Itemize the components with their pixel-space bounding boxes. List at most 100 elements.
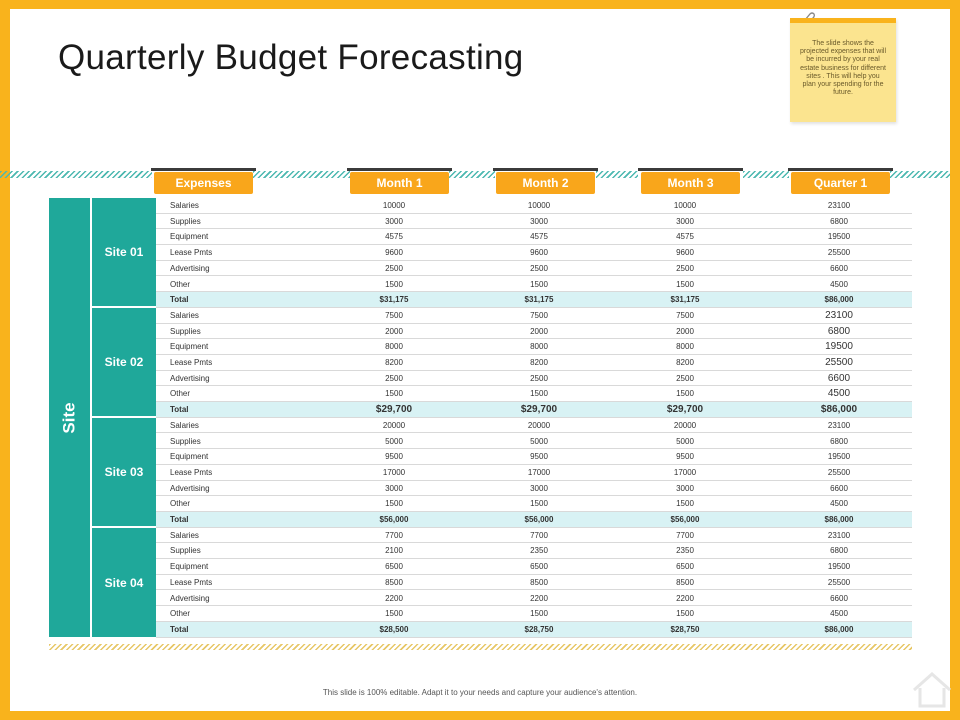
month-2-value: $56,000 bbox=[524, 515, 554, 524]
header-hatch-left bbox=[0, 171, 152, 178]
month-3-value: 2350 bbox=[676, 546, 694, 556]
month-2-value: 3000 bbox=[530, 216, 548, 226]
month-1-value: $29,700 bbox=[375, 404, 413, 416]
page-title: Quarterly Budget Forecasting bbox=[58, 38, 524, 77]
header-hatch-4 bbox=[743, 171, 789, 178]
quarter-1-value: 23100 bbox=[827, 201, 851, 210]
header-hatch-2 bbox=[449, 171, 495, 178]
month-1-value: 7700 bbox=[385, 530, 403, 540]
table-row: Salaries 10000 10000 10000 23100 bbox=[156, 198, 912, 214]
month-3-value: 8000 bbox=[676, 342, 694, 352]
expense-label: Salaries bbox=[170, 201, 199, 210]
site-04-label: Site 04 bbox=[92, 528, 156, 637]
table-row: Lease Pmts 8200 8200 8200 25500 bbox=[156, 355, 912, 371]
expense-label: Lease Pmts bbox=[170, 467, 213, 477]
header-hatch-1 bbox=[253, 171, 350, 178]
month-3-value: 1500 bbox=[676, 389, 694, 399]
expense-label: Other bbox=[170, 499, 191, 509]
month-3-value: 2500 bbox=[676, 263, 694, 273]
table-row: Supplies 3000 3000 3000 6800 bbox=[156, 214, 912, 230]
month-2-value: 3000 bbox=[530, 483, 548, 493]
table-row: Other 1500 1500 1500 4500 bbox=[156, 386, 912, 403]
month-3-value: 7700 bbox=[676, 530, 694, 540]
table-total-row: Total $28,500 $28,750 $28,750 $86,000 bbox=[156, 621, 912, 638]
quarter-1-value: 6600 bbox=[827, 372, 851, 384]
month-3-value: 3000 bbox=[676, 483, 694, 493]
table-row: Advertising 2500 2500 2500 6600 bbox=[156, 371, 912, 387]
month-2-value: 6500 bbox=[530, 562, 548, 572]
expense-label: Other bbox=[170, 389, 191, 399]
expense-label: Advertising bbox=[170, 373, 210, 383]
header-bar-quarter1 bbox=[788, 168, 893, 171]
month-2-value: 8500 bbox=[530, 577, 548, 587]
month-3-value: 4575 bbox=[676, 232, 694, 242]
month-1-value: 5000 bbox=[385, 436, 403, 446]
table-row: Equipment 6500 6500 6500 19500 bbox=[156, 559, 912, 575]
expense-label: Supplies bbox=[170, 436, 201, 446]
table-row: Other 1500 1500 1500 4500 bbox=[156, 606, 912, 622]
quarter-1-value: 23100 bbox=[827, 530, 851, 540]
month-1-value: 2100 bbox=[385, 546, 403, 556]
table-row: Lease Pmts 17000 17000 17000 25500 bbox=[156, 465, 912, 481]
month-1-value: 10000 bbox=[382, 201, 406, 210]
month-3-value: 8500 bbox=[676, 577, 694, 587]
expense-label: Salaries bbox=[170, 310, 199, 320]
quarter-1-value: 6800 bbox=[827, 325, 851, 337]
month-2-value: 20000 bbox=[527, 420, 551, 430]
quarter-1-value: 19500 bbox=[827, 452, 851, 462]
site-03-label: Site 03 bbox=[92, 418, 156, 526]
site-column bbox=[49, 198, 90, 637]
month-2-value: 1500 bbox=[530, 499, 548, 509]
month-3-value: 1500 bbox=[676, 499, 694, 509]
header-hatch-3 bbox=[596, 171, 638, 178]
expense-label: Total bbox=[170, 295, 189, 305]
site-02-label: Site 02 bbox=[92, 308, 156, 416]
sticky-note-text: The slide shows the projected expenses t… bbox=[800, 40, 886, 97]
month-1-value: $56,000 bbox=[379, 515, 409, 524]
month-1-value: 8000 bbox=[385, 342, 403, 352]
quarter-1-value: $86,000 bbox=[824, 624, 854, 634]
month-1-value: 3000 bbox=[385, 216, 403, 226]
month-2-value: 1500 bbox=[530, 609, 548, 619]
month-3-value: 3000 bbox=[676, 216, 694, 226]
site-column-label: Site bbox=[49, 198, 90, 637]
month-2-value: 8000 bbox=[530, 342, 548, 352]
month-1-value: 1500 bbox=[385, 389, 403, 399]
table-total-row: Total $29,700 $29,700 $29,700 $86,000 bbox=[156, 402, 912, 418]
expense-label: Advertising bbox=[170, 483, 210, 493]
quarter-1-value: 6800 bbox=[830, 216, 848, 226]
header-month-2: Month 2 bbox=[496, 172, 595, 194]
month-3-value: 10000 bbox=[673, 201, 697, 210]
expense-label: Other bbox=[170, 609, 191, 619]
month-3-value: $28,750 bbox=[670, 624, 700, 634]
month-2-value: 4575 bbox=[530, 232, 548, 242]
month-1-value: 4575 bbox=[385, 232, 403, 242]
header-quarter-1: Quarter 1 bbox=[791, 172, 890, 194]
month-3-value: 17000 bbox=[673, 467, 697, 477]
quarter-1-value: 4500 bbox=[827, 388, 851, 400]
month-2-value: 10000 bbox=[527, 201, 551, 210]
month-3-value: 8200 bbox=[676, 358, 694, 367]
month-1-value: 2000 bbox=[385, 326, 403, 336]
sticky-note: The slide shows the projected expenses t… bbox=[790, 18, 896, 122]
month-2-value: 2000 bbox=[530, 326, 548, 336]
header-month-1: Month 1 bbox=[350, 172, 449, 194]
site-label-text: Site bbox=[59, 401, 79, 434]
quarter-1-value: 25500 bbox=[825, 357, 853, 368]
month-2-value: 8200 bbox=[530, 358, 548, 367]
expense-label: Salaries bbox=[170, 530, 199, 540]
month-1-value: 3000 bbox=[385, 483, 403, 493]
month-1-value: $28,500 bbox=[379, 624, 409, 634]
footer-text: This slide is 100% editable. Adapt it to… bbox=[322, 688, 638, 697]
month-1-value: 8200 bbox=[385, 358, 403, 367]
quarter-1-value: 25500 bbox=[827, 467, 851, 477]
month-1-value: 6500 bbox=[385, 562, 403, 572]
table-row: Equipment 8000 8000 8000 19500 bbox=[156, 339, 912, 355]
table-row: Other 1500 1500 1500 4500 bbox=[156, 496, 912, 512]
quarter-1-value: 25500 bbox=[827, 577, 851, 587]
home-icon bbox=[913, 671, 951, 708]
month-3-value: $31,175 bbox=[670, 295, 700, 305]
header-month-3: Month 3 bbox=[641, 172, 740, 194]
paperclip-icon bbox=[799, 12, 815, 29]
quarter-1-value: 4500 bbox=[830, 609, 848, 619]
